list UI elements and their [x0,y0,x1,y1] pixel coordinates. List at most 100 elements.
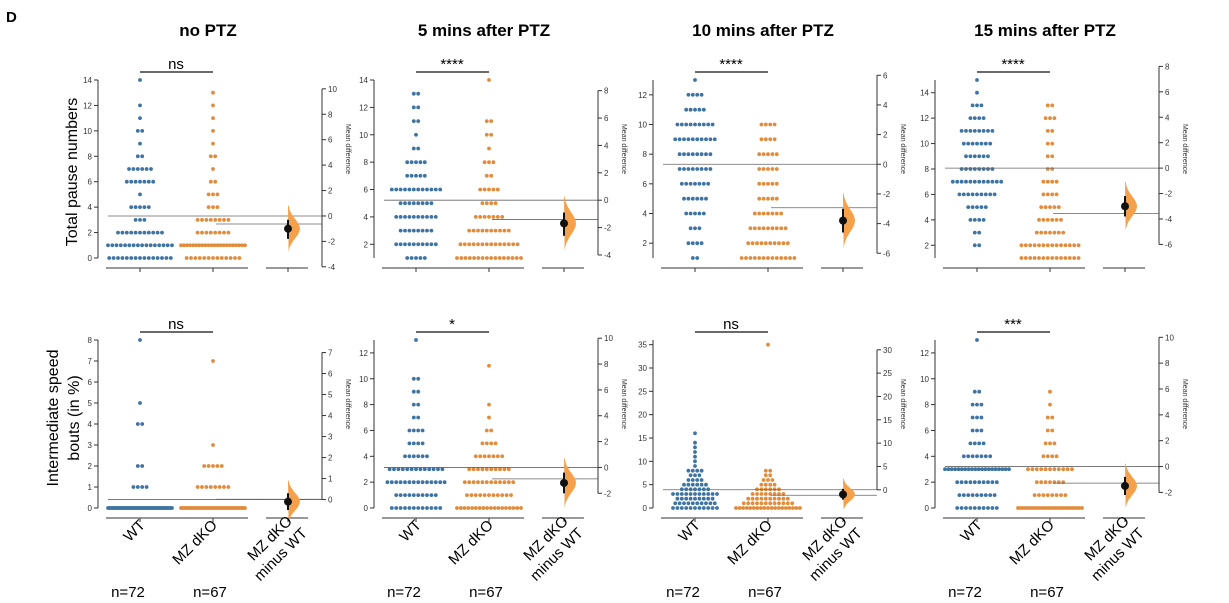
ko-point [193,256,198,260]
right-axis-label: Mean difference [899,124,906,174]
ko-point [1050,141,1055,146]
wt-point [994,506,999,510]
ko-point [1045,428,1050,433]
ko-point [480,242,485,247]
ko-point [212,243,217,248]
wt-point [407,428,412,433]
ko-point [757,152,762,157]
ko-point [1023,243,1028,248]
ko-point [487,78,491,82]
wt-point [699,241,704,246]
ko-point [484,480,489,485]
wt-point [688,122,693,127]
ko-point [1039,480,1044,485]
ko-point [759,492,764,496]
ko-point [766,506,770,510]
ko-point [763,241,768,246]
left-tick-label: 10 [920,375,929,384]
wt-point [433,215,438,219]
wt-point [440,467,445,472]
ko-point [774,196,779,201]
delta-mean-point [1121,202,1129,211]
wt-point [422,173,427,178]
ko-point [211,129,215,133]
ko-point [1045,256,1050,260]
ko-point [206,205,211,210]
ko-point [1054,454,1059,459]
wt-point [966,493,971,497]
wt-point [972,230,977,235]
right-tick-label: 4 [883,101,888,110]
ko-point [1041,218,1046,222]
ko-point [500,493,505,497]
wt-point [407,454,412,459]
wt-point [684,487,689,492]
wt-point [679,181,684,186]
ko-point [188,243,193,248]
right-tick-label: 2 [1165,139,1170,148]
right-tick-label: -4 [328,263,336,272]
right-tick-label: 2 [883,131,888,140]
wt-point [138,116,142,120]
wt-point [420,201,425,206]
wt-point [706,122,711,127]
wt-point [704,167,708,171]
ko-point [1067,256,1072,260]
wt-point [686,196,691,201]
ko-point [1076,243,1081,248]
ko-point [1054,218,1059,222]
right-tick-label: 2 [1165,437,1170,446]
wt-point [416,506,421,510]
wt-point [387,467,392,472]
ko-point [224,256,229,260]
ko-point [759,482,764,487]
wt-point [977,218,982,222]
wt-point [970,141,975,146]
wt-point [157,243,162,248]
ko-point [506,480,511,485]
wt-point [977,506,982,510]
left-tick-label: 6 [364,186,369,195]
wt-point [414,256,418,260]
wt-point [682,167,686,171]
wt-point [963,467,968,472]
ko-point [206,256,211,260]
wt-point [690,241,695,246]
right-tick-label: -4 [604,251,612,260]
ko-point [768,241,773,246]
ko-point [1056,205,1061,210]
n-label-wt: n=72 [111,584,145,601]
ko-point [472,256,476,260]
ko-point [493,242,498,247]
wt-point [688,506,693,510]
wt-point [690,482,695,487]
wt-point [398,215,403,219]
wt-point [385,480,390,485]
significance-label: * [449,316,455,333]
panel-8: 0 2 4 6 8 10 12 *** -2 0 2 4 6 8 10 Mean difference [920,316,1188,522]
wt-point [693,122,697,127]
wt-point [129,205,134,210]
right-tick-label: 20 [883,392,892,401]
wt-point [675,496,680,501]
ko-point [1076,256,1081,260]
ko-point [487,415,491,420]
ko-point [211,464,215,468]
ko-point [1043,205,1048,210]
wt-point [693,78,697,82]
wt-point [994,179,999,184]
ko-point [1041,192,1046,197]
ko-point [1072,256,1077,260]
left-tick-label: 12 [359,349,368,358]
delta-mean-point [839,490,847,499]
ko-point [1063,243,1068,248]
ko-point [473,454,478,459]
wt-point [403,215,407,219]
ko-point [476,242,480,247]
wt-point [699,478,704,482]
wt-point [427,467,432,472]
wt-point [420,454,425,459]
right-tick-label: 10 [604,334,613,343]
ko-point [208,485,213,489]
ko-point [222,485,226,489]
